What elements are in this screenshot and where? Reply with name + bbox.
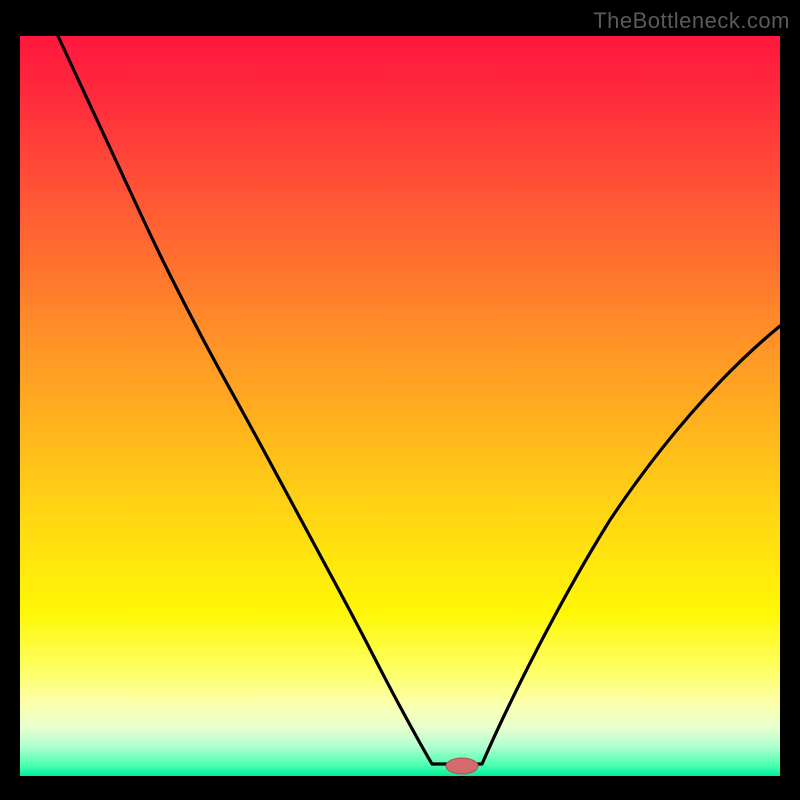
optimal-marker — [446, 758, 478, 774]
plot-area — [20, 36, 780, 776]
bottleneck-chart: TheBottleneck.com — [0, 0, 800, 800]
watermark-text: TheBottleneck.com — [593, 8, 790, 34]
chart-svg — [0, 0, 800, 800]
